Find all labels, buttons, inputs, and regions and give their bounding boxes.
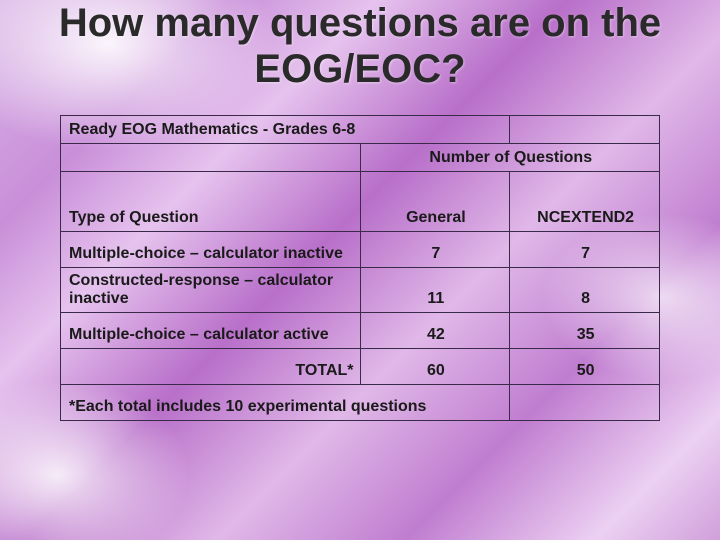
- total-general: 60: [361, 358, 510, 384]
- table-row: Multiple-choice – calculator inactive 7 …: [61, 232, 660, 268]
- row-label: Multiple-choice – calculator active: [61, 322, 360, 348]
- row-ncextend: 8: [510, 286, 659, 312]
- question-count-table: Ready EOG Mathematics - Grades 6-8 Numbe…: [60, 115, 660, 421]
- row-label: Multiple-choice – calculator inactive: [61, 241, 360, 267]
- table-total-row: TOTAL* 60 50: [61, 349, 660, 385]
- table-header: Ready EOG Mathematics - Grades 6-8: [61, 117, 509, 143]
- row-ncextend: 35: [510, 322, 659, 348]
- number-of-questions-header: Number of Questions: [361, 145, 660, 171]
- row-general: 11: [361, 286, 510, 312]
- row-general: 7: [361, 241, 510, 267]
- type-of-question-label: Type of Question: [61, 205, 360, 231]
- table-row: Constructed-response – calculator inacti…: [61, 268, 660, 313]
- row-label: Constructed-response – calculator inacti…: [61, 268, 360, 312]
- row-general: 42: [361, 322, 510, 348]
- footnote: *Each total includes 10 experimental que…: [61, 394, 509, 420]
- total-ncextend: 50: [510, 358, 659, 384]
- row-ncextend: 7: [510, 241, 659, 267]
- slide-title: How many questions are on the EOG/EOC?: [40, 0, 680, 92]
- total-label: TOTAL*: [61, 358, 360, 384]
- column-general: General: [361, 205, 510, 231]
- column-ncextend2: NCEXTEND2: [510, 205, 659, 231]
- table-row: Multiple-choice – calculator active 42 3…: [61, 313, 660, 349]
